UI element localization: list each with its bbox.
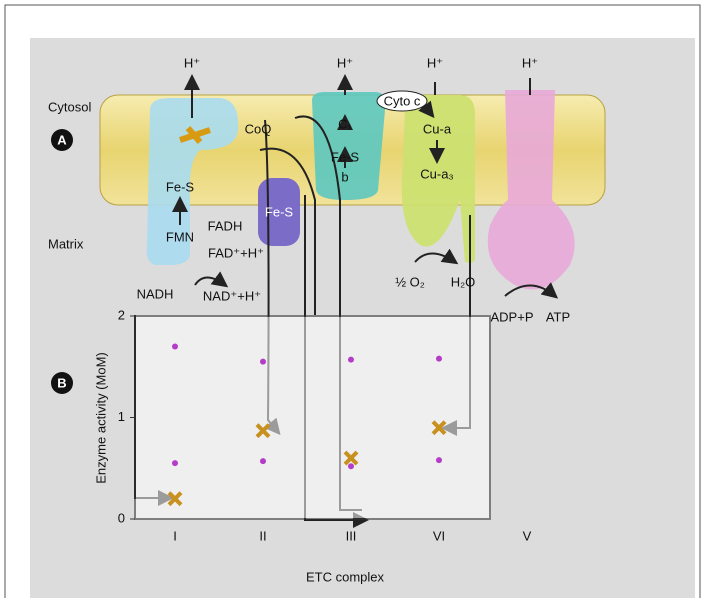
dot (348, 463, 354, 469)
cu-a3: Cu-a₃ (420, 166, 453, 181)
x-tick-label: VI (433, 528, 445, 543)
nadh: NADH (137, 286, 174, 301)
fad: FAD⁺+H⁺ (208, 245, 264, 260)
y-tick-label: 1 (118, 409, 125, 424)
matrix-label: Matrix (48, 236, 84, 251)
figure: Cytosol A Matrix B H⁺ H⁺ H⁺ H⁺ Fe-S FMN … (0, 0, 705, 598)
fes-2: Fe-S (265, 204, 294, 219)
complex-3 (312, 92, 386, 200)
dot (348, 357, 354, 363)
x-tick-label: III (346, 528, 357, 543)
proton: H⁺ (522, 55, 538, 70)
y-tick-label: 2 (118, 307, 125, 322)
x-tick-label: I (173, 528, 177, 543)
atp: ATP (546, 309, 570, 324)
proton: H⁺ (427, 55, 443, 70)
fes-1: Fe-S (166, 179, 195, 194)
proton: H⁺ (184, 55, 200, 70)
nad: NAD⁺+H⁺ (203, 288, 261, 303)
proton: H⁺ (337, 55, 353, 70)
y-axis-label: Enzyme activity (MoM) (93, 352, 108, 483)
cyt-b: b (341, 169, 348, 184)
panel-a: A (57, 132, 67, 147)
c1: C₁ (338, 116, 352, 131)
adp: ADP+P (491, 309, 534, 324)
dot (172, 460, 178, 466)
dot (436, 457, 442, 463)
panel-b: B (57, 375, 66, 390)
x-axis-label: ETC complex (306, 569, 385, 584)
x-tick-label: V (523, 528, 532, 543)
cyto-c: Cyto c (384, 93, 421, 108)
coq: CoQ (245, 121, 272, 136)
fadh: FADH (208, 218, 243, 233)
dot (172, 343, 178, 349)
plot-area (135, 316, 490, 519)
fes-3: Fe-S (331, 149, 360, 164)
fmn: FMN (166, 229, 194, 244)
x-tick-label: II (259, 528, 266, 543)
oxygen: ½ O₂ (395, 274, 425, 289)
cu-a: Cu-a (423, 121, 452, 136)
dot (436, 356, 442, 362)
dot (260, 458, 266, 464)
y-tick-label: 0 (118, 510, 125, 525)
water: H₂O (451, 274, 476, 289)
cytosol-label: Cytosol (48, 99, 91, 114)
dot (260, 359, 266, 365)
